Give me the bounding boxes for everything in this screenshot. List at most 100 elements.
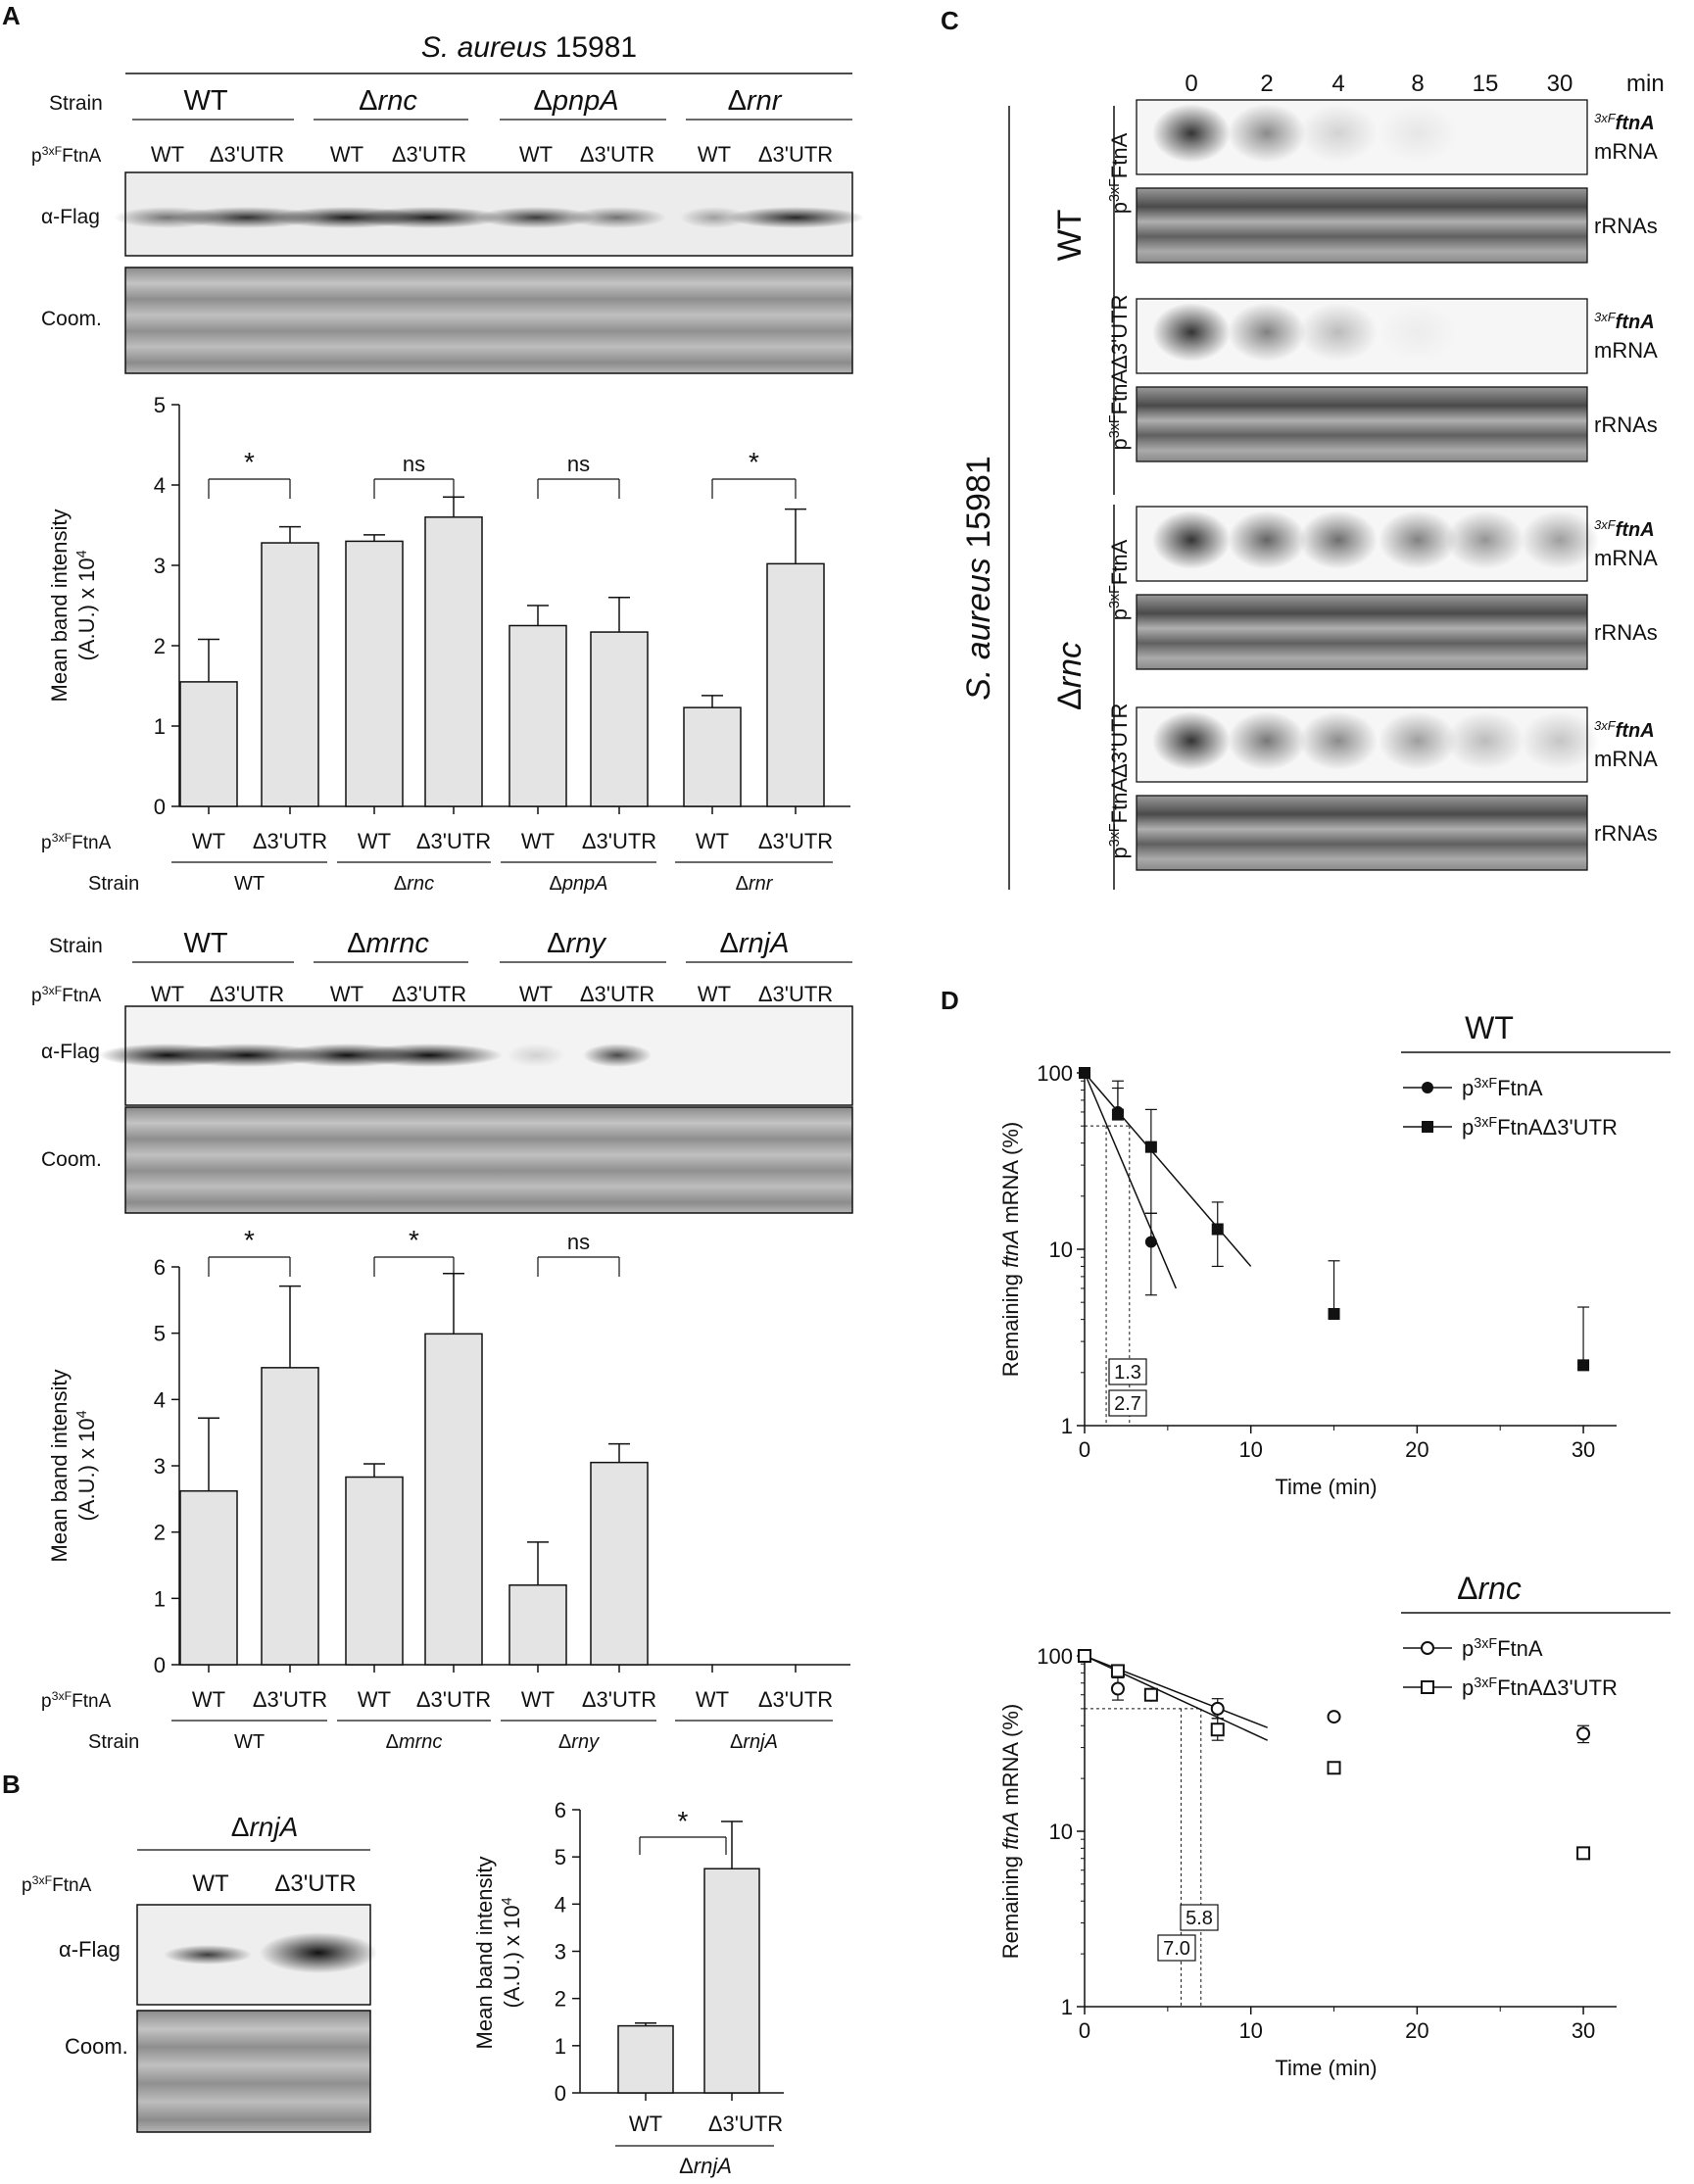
flag-label: α-Flag [41, 1041, 100, 1063]
plasmid-prefix: p [31, 986, 42, 1006]
panel-letter: D [941, 986, 959, 1015]
coomassie-blot-1 [124, 267, 853, 374]
text-span: 4 [500, 1897, 515, 1905]
text-span: Δ [1051, 688, 1089, 710]
text-span: Δ [231, 1812, 250, 1842]
y-tick-label: 1 [154, 1586, 166, 1611]
strain-header: WT [183, 928, 227, 959]
half-life-box [1108, 1389, 1147, 1417]
text-span: 3xF [1474, 1636, 1497, 1652]
mrna-label: 3xFftnA [1594, 517, 1655, 542]
text-span: rnjA [694, 2154, 732, 2178]
flag-band [507, 1043, 565, 1067]
text-span: p [1462, 1115, 1474, 1140]
text-span: Δ [728, 85, 747, 117]
text-span: ftnA [1616, 312, 1655, 333]
construct-label: p3xFFtnAΔ3'UTR [1107, 704, 1132, 859]
strain-row-label: Strain [49, 935, 103, 957]
mrna-band [1228, 104, 1306, 163]
text-span: mrnc [399, 1731, 442, 1753]
text-span: FtnA [1107, 132, 1132, 178]
coomassie-blot-2 [124, 1106, 853, 1214]
x-lane-label: WT [629, 2111, 662, 2136]
bar [261, 542, 319, 807]
mrna-band [1152, 104, 1231, 163]
half-life-value: 2.7 [1114, 1393, 1141, 1415]
x-lane-label: WT [192, 1687, 225, 1712]
lane-label: WT [151, 982, 184, 1006]
text-span: Δ [533, 85, 552, 117]
mrna-band [1299, 510, 1378, 569]
text-span: S. aureus [960, 558, 997, 701]
lane-label: WT [192, 1870, 229, 1897]
y-tick-label: 6 [154, 1255, 166, 1280]
data-point [1110, 1681, 1125, 1696]
text-span: 15981 [547, 31, 637, 64]
legend-entry: p3xFFtnAΔ3'UTR [1462, 1115, 1618, 1140]
mrna-label: mRNA [1594, 338, 1658, 363]
x-group-label: WT [234, 1731, 265, 1753]
text-span: p [1462, 1675, 1474, 1700]
fit-line [1084, 1072, 1252, 1267]
data-point [1078, 1649, 1091, 1663]
text-span: 3xF [1107, 414, 1123, 438]
plasmid-prefix: p [41, 1691, 52, 1712]
x-lane-label: WT [521, 829, 555, 853]
y-tick-label: 1 [555, 2034, 566, 2059]
bar [424, 516, 483, 807]
legend-entry: p3xFFtnAΔ3'UTR [1462, 1675, 1618, 1700]
text-span: mRNA (%) [998, 1122, 1023, 1230]
y-tick-label: 4 [555, 1892, 566, 1917]
panel-letter: C [941, 6, 959, 35]
text-span: Δ [720, 928, 739, 959]
bar [508, 624, 567, 807]
x-group-label: ΔrnjA [730, 1731, 778, 1753]
panel-letter: A [2, 1, 21, 30]
lane-label: WT [519, 142, 553, 167]
data-point [1211, 1223, 1224, 1236]
text-span: 4 [74, 550, 90, 558]
legend-title: WT [1465, 1010, 1514, 1045]
y-axis-label: (A.U.) x 104 [74, 550, 99, 660]
mrna-band [1521, 510, 1599, 569]
text-span: FtnA [1497, 1076, 1543, 1100]
mrna-band [1228, 510, 1306, 569]
legend-entry: p3xFFtnA [1462, 1636, 1543, 1661]
text-span: p [1107, 202, 1132, 214]
coomassie-blot-b [136, 2010, 371, 2133]
half-life-value: 7.0 [1163, 1938, 1190, 1960]
plasmid-suffix: FtnA [62, 146, 101, 167]
plasmid-prefix: p [41, 833, 52, 853]
y-tick-label: 5 [154, 1322, 166, 1346]
y-tick-label: 5 [154, 393, 166, 417]
y-tick-label: 0 [555, 2081, 566, 2106]
coom-label: Coom. [65, 2034, 128, 2059]
mrna-label: mRNA [1594, 139, 1658, 164]
organism-title: S. aureus 15981 [421, 31, 637, 64]
data-point [1111, 1108, 1124, 1121]
strain-row-label: Strain [49, 92, 103, 115]
half-life-value: 5.8 [1186, 1908, 1213, 1929]
bar [345, 1476, 404, 1666]
bar [590, 631, 649, 807]
mrna-band [1228, 711, 1306, 770]
text-span: 3xF [1594, 310, 1617, 324]
x-lane-label: Δ3'UTR [416, 829, 491, 853]
data-point [1079, 1067, 1090, 1079]
text-span: Δ [394, 873, 407, 895]
text-span: Δ [549, 873, 561, 895]
significance-mark: ns [403, 452, 425, 476]
bar [590, 1461, 649, 1666]
text-span: 3xF [1107, 823, 1123, 847]
lane-label: Δ3'UTR [758, 982, 833, 1006]
x-lane-label: WT [696, 829, 729, 853]
text-span: p [1462, 1636, 1474, 1661]
rrna-label: rRNAs [1594, 821, 1658, 846]
significance-mark: * [749, 447, 759, 477]
half-life-box [1157, 1934, 1196, 1962]
x-lane-label: WT [358, 829, 391, 853]
flag-band [680, 207, 749, 228]
mrna-band [1152, 510, 1231, 569]
strain-header: ΔrnjA [720, 928, 790, 959]
